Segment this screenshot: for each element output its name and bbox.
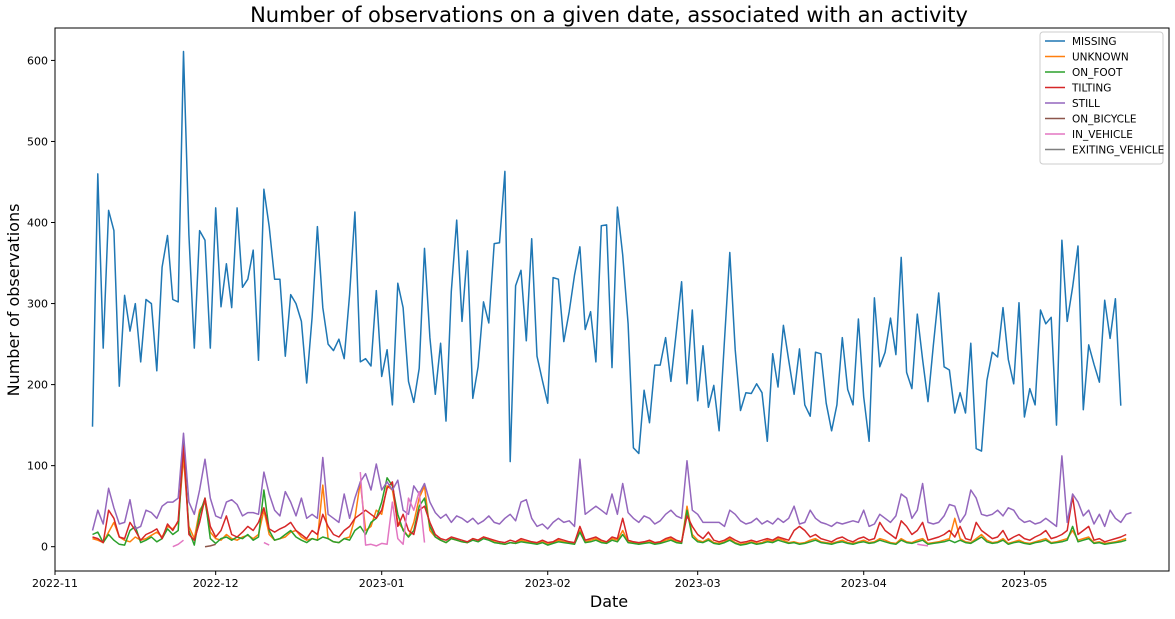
legend-label: STILL [1072, 98, 1100, 110]
x-tick-label: 2023-03 [675, 577, 721, 590]
y-axis: 0 100 200 300 400 500 600 [27, 54, 55, 554]
x-axis: 2022-11 2022-12 2023-01 2023-02 2023-03 2023-… [32, 571, 1047, 590]
legend-label: ON_BICYCLE [1072, 114, 1136, 126]
x-tick-label: 2023-02 [525, 577, 571, 590]
y-tick-label: 200 [27, 379, 48, 392]
legend-label: UNKNOWN [1072, 52, 1129, 64]
x-tick-label: 2023-05 [1001, 577, 1047, 590]
series-line-still [91, 432, 1132, 531]
x-tick-label: 2023-04 [841, 577, 887, 590]
x-tick-label: 2022-11 [32, 577, 78, 590]
legend-label: MISSING [1072, 36, 1117, 48]
legend-label: TILTING [1071, 83, 1111, 95]
legend-label: EXITING_VEHICLE [1072, 145, 1164, 157]
y-tick-label: 600 [27, 54, 48, 67]
series-line-unknown [92, 456, 1127, 546]
y-tick-label: 300 [27, 298, 48, 311]
y-axis-label: Number of observations [4, 204, 23, 397]
series-line-missing [91, 50, 1122, 463]
legend: MISSING UNKNOWN ON_FOOT TILTING STILL ON_BICY… [1039, 31, 1164, 165]
y-tick-label: 100 [27, 460, 48, 473]
legend-label: ON_FOOT [1072, 67, 1123, 79]
series-line-on-bicycle [204, 543, 216, 548]
legend-label: IN_VEHICLE [1072, 129, 1133, 141]
x-axis-label: Date [590, 592, 628, 611]
series-line-tilting [92, 444, 1127, 544]
series-line-in-vehicle [172, 472, 929, 548]
legend-box [1039, 31, 1164, 165]
x-tick-label: 2023-01 [359, 577, 405, 590]
chart-title: Number of observations on a given date, … [250, 3, 968, 27]
series-line-on-foot [92, 442, 1127, 546]
x-tick-label: 2022-12 [193, 577, 239, 590]
y-tick-label: 400 [27, 217, 48, 230]
plot-frame [54, 27, 1170, 572]
series-group [91, 50, 1132, 548]
y-tick-label: 500 [27, 135, 48, 148]
y-tick-label: 0 [41, 541, 48, 554]
